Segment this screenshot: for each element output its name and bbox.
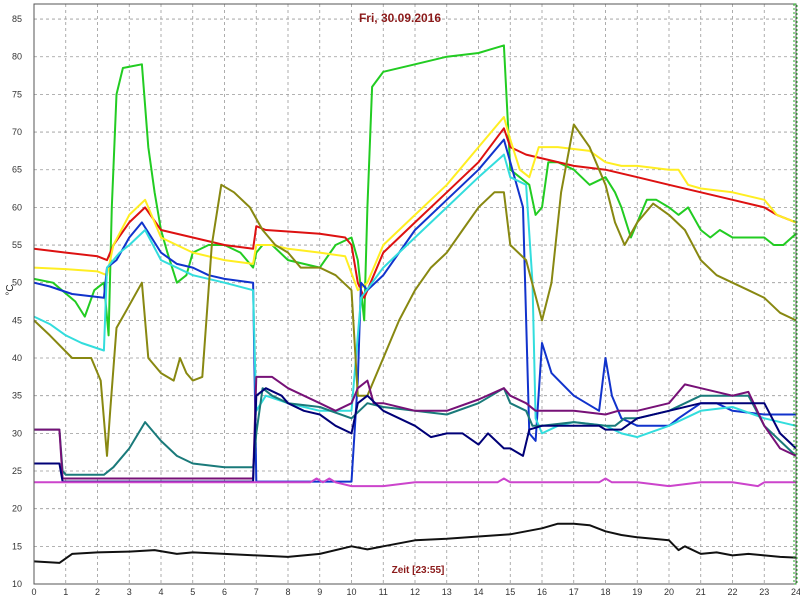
x-tick-label: 17 [569,587,579,597]
series-line-9 [34,387,797,483]
y-tick-label: 45 [12,315,22,325]
time-cursor [793,3,798,585]
x-tick-label: 7 [254,587,259,597]
x-tick-label: 10 [346,587,356,597]
y-tick-labels: 10 15 20 25 30 35 40 45 50 55 60 65 70 75 80 85 [12,14,22,589]
x-tick-label: 15 [505,587,515,597]
y-axis-label: °C [5,284,16,295]
series-line-4 [33,138,796,483]
y-tick-label: 35 [12,391,22,401]
series-line-6 [33,123,797,457]
y-tick-label: 75 [12,89,22,99]
y-tick-label: 30 [12,428,22,438]
series-group [33,44,797,564]
y-tick-label: 65 [12,165,22,175]
y-tick-label: 10 [12,579,22,589]
series-line-11 [33,522,797,564]
x-tick-label: 2 [95,587,100,597]
y-tick-label: 70 [12,127,22,137]
x-tick-label: 3 [127,587,132,597]
series-line-10 [34,477,796,488]
x-tick-label: 6 [222,587,227,597]
x-tick-label: 12 [410,587,420,597]
x-tick-label: 0 [31,587,36,597]
x-tick-label: 9 [317,587,322,597]
x-tick-label: 11 [379,587,388,597]
series-line-1 [33,44,797,337]
series-line-5 [33,153,797,439]
y-tick-label: 15 [12,541,22,551]
y-tick-label: 25 [12,466,22,476]
y-tick-label: 40 [12,353,22,363]
x-tick-label: 14 [473,587,483,597]
x-tick-label: 21 [696,587,706,597]
x-tick-label: 20 [664,587,674,597]
x-axis-label: Zeit [23:55] [392,565,445,576]
x-tick-label: 23 [759,587,769,597]
x-tick-label: 18 [600,587,610,597]
x-tick-label: 24 [791,587,800,597]
y-tick-label: 60 [12,202,22,212]
y-tick-label: 80 [12,52,22,62]
x-tick-labels: 0 1 2 3 4 5 6 7 8 9 10 11 12 13 14 15 16 17 18 19 20 21 22 23 24 [31,587,800,597]
y-tick-label: 85 [12,14,22,24]
x-tick-label: 1 [63,587,68,597]
y-tick-label: 55 [12,240,22,250]
x-tick-label: 13 [442,587,452,597]
grid [33,4,797,585]
x-tick-label: 8 [285,587,290,597]
plot-frame [33,3,797,585]
x-tick-label: 5 [190,587,195,597]
x-tick-label: 22 [727,587,737,597]
x-tick-label: 19 [632,587,642,597]
y-tick-label: 50 [12,278,22,288]
x-tick-label: 16 [537,587,547,597]
chart-title: Fri, 30.09.2016 [359,11,441,25]
y-tick-label: 20 [12,504,22,514]
series-line-2 [33,127,797,299]
x-tick-label: 4 [158,587,163,597]
series-line-3 [33,116,797,292]
